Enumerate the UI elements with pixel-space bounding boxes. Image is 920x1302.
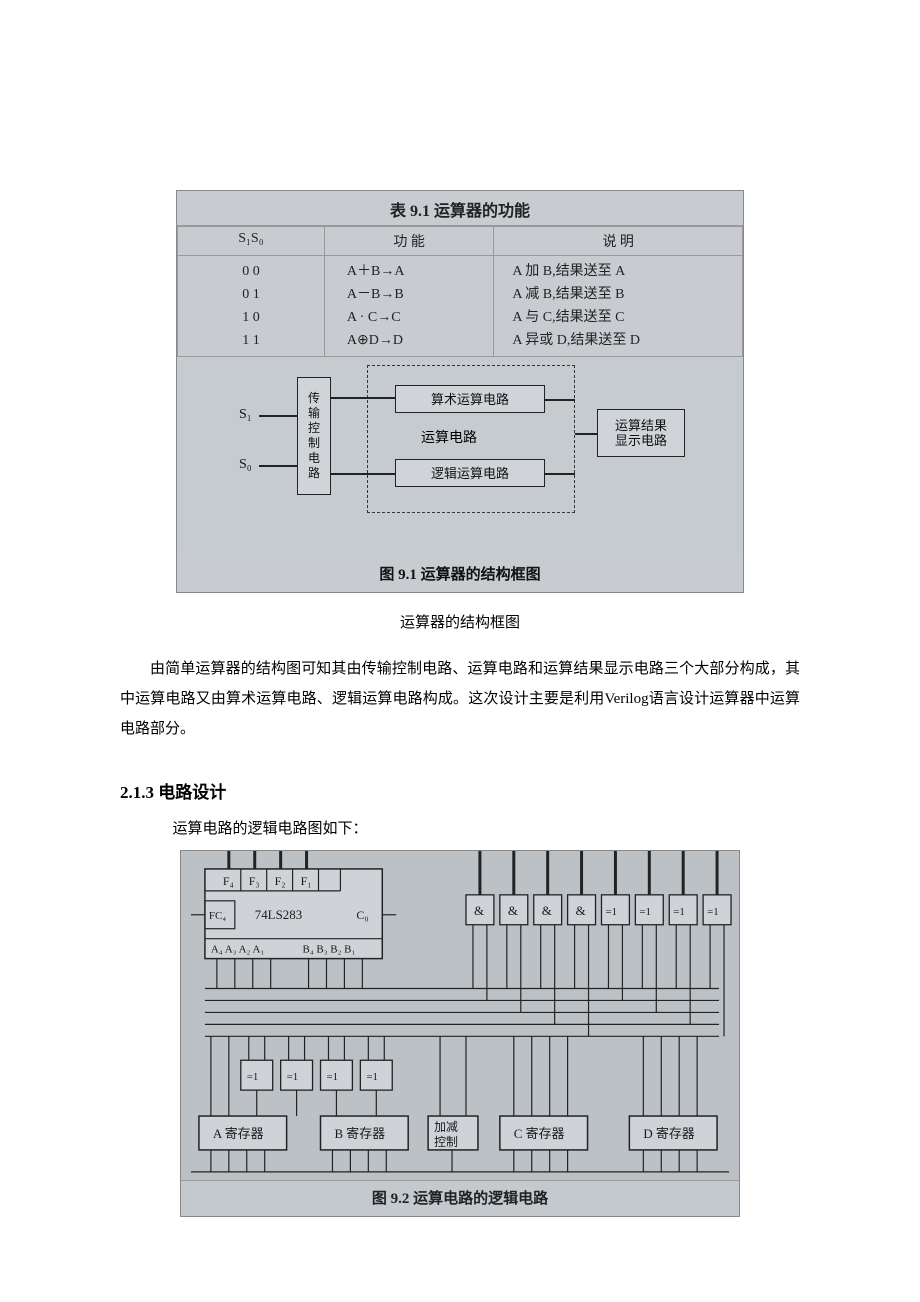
xor-gate: =1	[605, 906, 617, 918]
label-c0: C₀	[356, 908, 368, 922]
transfer-control-box: 传 输 控 制 电 路	[297, 377, 331, 495]
label-chip: 74LS283	[255, 907, 302, 922]
label-fc4: FC₄	[209, 910, 226, 922]
and-gate: &	[474, 903, 484, 918]
figure-2: F₄ F₃ F₂ F₁ FC₄ 74LS283 C₀ A₄ A₃ A₂ A₁ B…	[180, 850, 740, 1217]
figure-1: 表 9.1 运算器的功能 S₁S₀ 功 能 说 明 0 0 0 1 1 0 1 …	[176, 190, 744, 593]
reg-b: B 寄存器	[334, 1126, 385, 1141]
result-display-label: 运算结果 显示电路	[615, 418, 667, 449]
cell-descs: A 加 B,结果送至 A A 减 B,结果送至 B A 与 C,结果送至 C A…	[494, 256, 743, 357]
table-row: 0 0 0 1 1 0 1 1 A＋B→A A－B→B A · C→C A⊕D→…	[178, 256, 743, 357]
reg-d: D 寄存器	[643, 1126, 694, 1141]
svg-text:&: &	[542, 903, 552, 918]
cell-codes: 0 0 0 1 1 0 1 1	[178, 256, 325, 357]
svg-text:=1: =1	[326, 1072, 338, 1084]
arith-box: 算术运算电路	[395, 385, 545, 413]
function-table: S₁S₀ 功 能 说 明 0 0 0 1 1 0 1 1 A＋B→A A－B→B…	[177, 226, 743, 357]
cell-funcs: A＋B→A A－B→B A · C→C A⊕D→D	[324, 256, 494, 357]
paragraph-1: 由简单运算器的结构图可知其由传输控制电路、运算电路和运算结果显示电路三个大部分构…	[120, 654, 800, 744]
svg-text:=1: =1	[287, 1072, 299, 1084]
op-circuit-label: 运算电路	[421, 427, 477, 447]
label-f1: F₁	[301, 874, 312, 888]
figure2-caption: 图 9.2 运算电路的逻辑电路	[181, 1180, 739, 1216]
section-heading: 2.1.3 电路设计	[120, 778, 800, 803]
logic-box: 逻辑运算电路	[395, 459, 545, 487]
svg-text:=1: =1	[707, 906, 719, 918]
label-bpins: B₄ B₃ B₂ B₁	[303, 944, 356, 956]
logic-label: 逻辑运算电路	[431, 466, 509, 482]
label-s0: S₀	[239, 457, 252, 473]
label-f3: F₃	[249, 874, 260, 888]
reg-c: C 寄存器	[514, 1126, 565, 1141]
svg-text:&: &	[508, 903, 518, 918]
label-apins: A₄ A₃ A₂ A₁	[211, 944, 264, 956]
figure1-caption: 图 9.1 运算器的结构框图	[177, 557, 743, 592]
svg-text:=1: =1	[247, 1072, 259, 1084]
arith-label: 算术运算电路	[431, 392, 509, 408]
block-diagram: S₁ S₀ 传 输 控 制 电 路 算术运算电路 运算电路 逻辑运算电路	[177, 357, 743, 557]
svg-text:=1: =1	[366, 1072, 378, 1084]
table-header-row: S₁S₀ 功 能 说 明	[178, 227, 743, 256]
result-display-box: 运算结果 显示电路	[597, 409, 685, 457]
th-desc: 说 明	[494, 227, 743, 256]
addsub-ctrl: 加减	[434, 1120, 458, 1134]
svg-text:控制: 控制	[434, 1135, 458, 1149]
logic-circuit-svg: F₄ F₃ F₂ F₁ FC₄ 74LS283 C₀ A₄ A₃ A₂ A₁ B…	[181, 851, 739, 1180]
label-s1: S₁	[239, 407, 252, 423]
th-func: 功 能	[324, 227, 494, 256]
sub-intro: 运算电路的逻辑电路图如下：	[173, 817, 801, 838]
table-title: 表 9.1 运算器的功能	[177, 191, 743, 226]
transfer-control-label: 传 输 控 制 电 路	[308, 391, 320, 481]
label-f4: F₄	[223, 874, 234, 888]
label-f2: F₂	[275, 874, 286, 888]
th-s1s0: S₁S₀	[178, 227, 325, 256]
svg-text:=1: =1	[639, 906, 651, 918]
caption-below-fig1: 运算器的结构框图	[120, 611, 800, 632]
svg-text:&: &	[576, 903, 586, 918]
reg-a: A 寄存器	[213, 1126, 264, 1141]
svg-text:=1: =1	[673, 906, 685, 918]
